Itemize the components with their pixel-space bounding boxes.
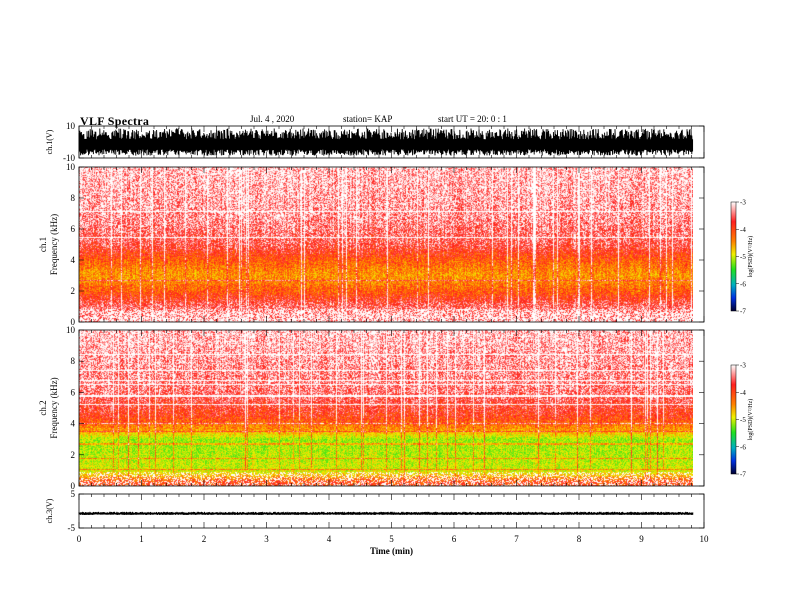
ch2-spectrogram-ytick-label: 6 — [71, 387, 76, 397]
ch2-spectrogram-ytick-label: 0 — [71, 481, 76, 491]
ch2-spectrogram-colorbar-tick-label: -7 — [740, 471, 746, 479]
ch1-spectrogram-ytick-label: 10 — [66, 162, 76, 172]
ch1-waveform-ylabel: ch.1(V) — [45, 129, 54, 154]
ch1-spectrogram-colorbar-tick-label: -6 — [740, 280, 746, 288]
ch1-spectrogram-ylabel-line: ch.1 — [38, 237, 48, 252]
x-tick-label: 4 — [327, 534, 332, 544]
ch1-spectrogram-colorbar — [730, 201, 737, 312]
ch2-spectrogram-ytick-label: 4 — [71, 419, 76, 429]
start-time-label: start UT = 20: 0 : 1 — [438, 114, 507, 124]
ch3-waveform-trace — [78, 511, 694, 516]
x-tick-label: 0 — [77, 534, 82, 544]
ch2-spectrogram-colorbar — [730, 364, 737, 475]
x-tick-label: 2 — [202, 534, 207, 544]
ch3-waveform-ytick-label: 5 — [71, 489, 76, 499]
ch2-spectrogram-colorbar-tick-label: -6 — [740, 443, 746, 451]
ch2-spectrogram-ylabel-line: Frequency (kHz) — [49, 377, 59, 438]
ch3-waveform-ylabel: ch.3(V) — [45, 498, 54, 523]
x-tick-label: 1 — [139, 534, 144, 544]
x-tick-label: 5 — [389, 534, 394, 544]
ch1-spectrogram-ytick-label: 8 — [71, 193, 76, 203]
chart-title: VLF Spectra — [80, 114, 150, 128]
ch2-spectrogram-colorbar-tick-label: -4 — [740, 389, 746, 397]
ch1-spectrogram-colorbar-tick-label: -3 — [740, 199, 746, 207]
x-tick-label: 3 — [264, 534, 269, 544]
ch1-spectrogram-image — [79, 167, 693, 322]
date-label: Jul. 4 , 2020 — [250, 114, 295, 124]
ch1-waveform-ytick-label: 10 — [66, 121, 76, 131]
ch1-spectrogram-ytick-label: 6 — [71, 224, 76, 234]
ch1-spectrogram-ytick-label: 4 — [71, 255, 76, 265]
x-tick-label: 6 — [452, 534, 457, 544]
ch1-waveform-trace — [78, 128, 694, 156]
ch2-spectrogram-image — [79, 330, 693, 486]
x-tick-label: 7 — [514, 534, 519, 544]
x-tick-label: 10 — [700, 534, 710, 544]
ch1-spectrogram-ytick-label: 0 — [71, 317, 76, 327]
ch3-waveform-ytick-label: -5 — [68, 523, 76, 533]
ch2-spectrogram-colorbar-tick-label: -5 — [740, 416, 746, 424]
ch2-spectrogram-colorbar-label: log(PSD)(V²/Hz) — [747, 399, 754, 440]
ch1-spectrogram-ylabel-line: Frequency (kHz) — [49, 214, 59, 275]
ch1-spectrogram-colorbar-tick-label: -5 — [740, 253, 746, 261]
ch1-spectrogram-ytick-label: 2 — [71, 286, 76, 296]
ch2-spectrogram-colorbar-tick-label: -3 — [740, 362, 746, 370]
x-axis-label: Time (min) — [370, 546, 413, 556]
ch2-spectrogram-ytick-label: 8 — [71, 356, 76, 366]
x-tick-label: 9 — [639, 534, 644, 544]
station-label: station= KAP — [343, 114, 393, 124]
x-tick-label: 8 — [577, 534, 582, 544]
ch1-spectrogram-colorbar-label: log(PSD)(V²/Hz) — [747, 236, 754, 277]
ch1-spectrogram-colorbar-tick-label: -4 — [740, 226, 746, 234]
ch2-spectrogram-ylabel-line: ch.2 — [38, 400, 48, 415]
ch2-spectrogram-ytick-label: 10 — [66, 325, 76, 335]
ch2-spectrogram-ytick-label: 2 — [71, 450, 76, 460]
ch1-spectrogram-colorbar-tick-label: -7 — [740, 308, 746, 316]
ch1-waveform-ytick-label: -10 — [63, 153, 75, 163]
